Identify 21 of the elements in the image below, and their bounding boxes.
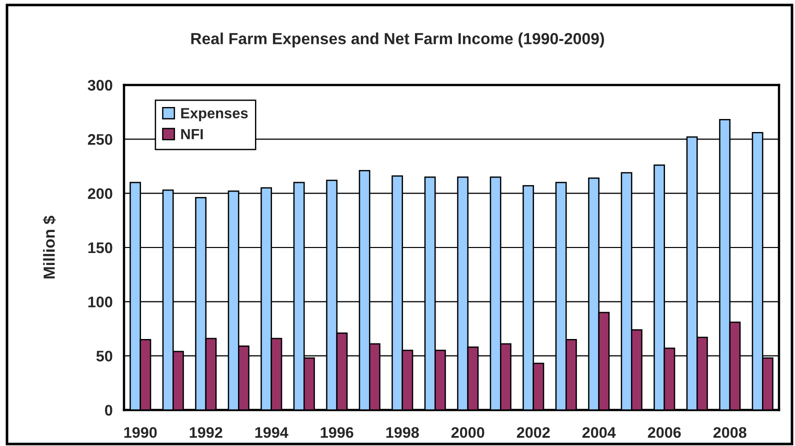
y-tick-label: 250 [88, 134, 112, 145]
legend-label: Expenses [181, 108, 248, 122]
x-tick-label: 1996 [320, 427, 354, 438]
x-tick-label: 1990 [124, 427, 157, 438]
y-tick-label: 50 [96, 350, 112, 362]
x-tick-label: 2008 [713, 427, 746, 438]
y-tick-label: 150 [88, 242, 112, 254]
legend-label: NFI [181, 129, 203, 140]
x-tick-label: 2000 [451, 427, 484, 438]
x-tick-label: 2004 [582, 427, 616, 438]
x-tick-label: 2002 [516, 427, 550, 438]
x-tick-label: 1992 [190, 427, 222, 438]
y-tick-label: 100 [88, 296, 112, 308]
chart-title: Real Farm Expenses and Net Farm Income (1990-2009) [191, 32, 604, 48]
y-axis-title: Million $ [42, 216, 56, 278]
x-tick-label: 1994 [255, 427, 288, 438]
x-tick-label: 2006 [648, 427, 681, 438]
y-tick-label: 300 [88, 80, 112, 91]
y-tick-label: 200 [88, 188, 112, 200]
y-tick-label: 0 [104, 404, 112, 416]
x-tick-label: 1998 [386, 427, 419, 438]
